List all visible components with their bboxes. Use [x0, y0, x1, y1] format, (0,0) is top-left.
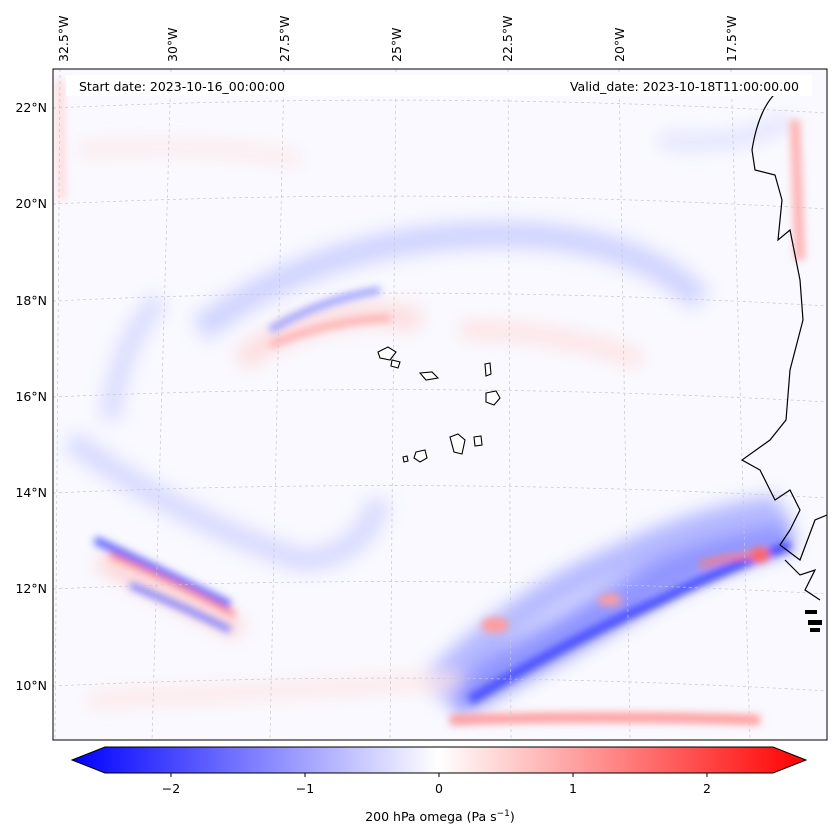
- lon-label: 25°W: [389, 27, 404, 62]
- colorbar-tick-label: 2: [703, 781, 711, 796]
- colorbar-tick-label: −2: [162, 781, 180, 796]
- cape-verde-islands: [377, 346, 501, 463]
- lon-label: 32.5°W: [56, 16, 71, 62]
- valid-date-label: Valid_date: 2023-10-18T11:00:00.00: [570, 79, 799, 94]
- lon-label: 17.5°W: [724, 16, 739, 62]
- lat-label: 22°N: [15, 100, 47, 115]
- lat-label: 18°N: [15, 293, 47, 308]
- colorbar-label-main: 200 hPa omega (Pa s: [365, 809, 496, 824]
- lat-label: 14°N: [15, 485, 47, 500]
- colorbar-ticks: [170, 773, 708, 777]
- colorbar-tick-label: −1: [296, 781, 314, 796]
- map-background: [53, 69, 827, 740]
- lon-label: 20°W: [612, 27, 627, 62]
- colorbar-label-close: ): [510, 809, 515, 824]
- lat-label: 12°N: [15, 581, 47, 596]
- omega-field: [56, 79, 805, 725]
- header-box: [66, 75, 812, 96]
- lon-label: 30°W: [165, 27, 180, 62]
- coastline: [740, 85, 827, 601]
- colorbar-tick-label: 0: [435, 781, 443, 796]
- start-date-label: Start date: 2023-10-16_00:00:00: [79, 79, 285, 94]
- map-frame: [52, 68, 828, 741]
- colorbar: −2 −1 0 1 2 200 hPa omega (Pa s−1): [70, 746, 808, 824]
- lon-label: 22.5°W: [500, 16, 515, 62]
- colorbar-tick-label: 1: [569, 781, 577, 796]
- guinea-bissau-islands: [805, 610, 822, 632]
- colorbar-label: 200 hPa omega (Pa s−1): [365, 809, 515, 824]
- lat-label: 20°N: [15, 196, 47, 211]
- colorbar-label-exponent: −1: [497, 809, 510, 819]
- latitude-labels: 22°N 20°N 18°N 16°N 14°N 12°N 10°N: [15, 100, 47, 693]
- lon-label: 27.5°W: [277, 16, 292, 62]
- lat-label: 10°N: [15, 678, 47, 693]
- lat-label: 16°N: [15, 389, 47, 404]
- colorbar-gradient: [70, 746, 808, 774]
- longitude-labels: 32.5°W 30°W 27.5°W 25°W 22.5°W 20°W 17.5…: [56, 16, 739, 62]
- graticule: [53, 69, 827, 740]
